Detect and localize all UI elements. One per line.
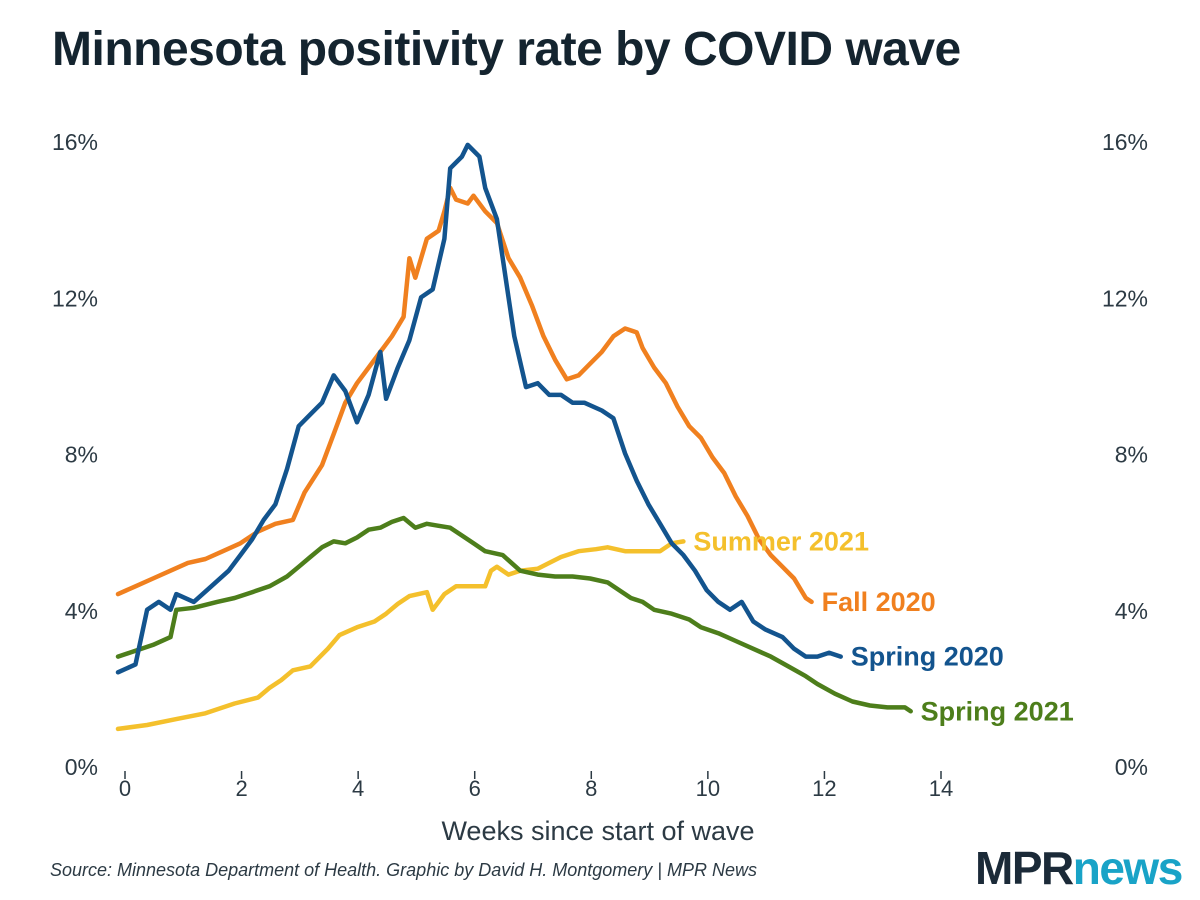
- y-tick-label-left: 0%: [65, 754, 98, 780]
- y-tick-label-right: 12%: [1102, 285, 1148, 311]
- y-tick-label-left: 8%: [65, 442, 98, 468]
- x-axis-label: Weeks since start of wave: [441, 816, 754, 846]
- series-labels: Summer 2021 Fall 2020 Spring 2020 Spring 20…: [693, 526, 1073, 726]
- x-tick-label: 12: [812, 776, 836, 801]
- x-tick-label: 8: [585, 776, 597, 801]
- x-tick-label: 14: [929, 776, 953, 801]
- y-tick-label-left: 4%: [65, 598, 98, 624]
- series-line-fall-2020: [115, 185, 814, 605]
- logo-mpr: MPR: [975, 842, 1074, 894]
- y-tick-label-right: 8%: [1115, 442, 1148, 468]
- x-tick-label: 6: [469, 776, 481, 801]
- series-line-summer-2021: [115, 539, 686, 732]
- series-line-spring-2020: [115, 142, 843, 675]
- series-line-spring-2021: [115, 515, 913, 714]
- x-tick-label: 2: [235, 776, 247, 801]
- y-tick-label-right: 16%: [1102, 129, 1148, 155]
- y-tick-label-right: 4%: [1115, 598, 1148, 624]
- logo-news: news: [1072, 842, 1184, 894]
- y-tick-label-left: 16%: [52, 129, 98, 155]
- x-tick-label: 4: [352, 776, 364, 801]
- y-axis-left: 0% 4% 8% 12% 16%: [52, 129, 98, 780]
- source-note: Source: Minnesota Department of Health. …: [50, 860, 757, 880]
- series-layer: [115, 142, 913, 732]
- mpr-news-logo: MPRnews: [975, 842, 1184, 894]
- x-tick-label: 0: [119, 776, 131, 801]
- series-end-label-spring-2020: Spring 2020: [851, 642, 1004, 672]
- y-axis-right: 0% 4% 8% 12% 16%: [1102, 129, 1148, 780]
- y-tick-label-right: 0%: [1115, 754, 1148, 780]
- x-axis: 0 2 4 6 8 10 12 14: [119, 771, 953, 801]
- y-tick-label-left: 12%: [52, 285, 98, 311]
- x-tick-label: 10: [696, 776, 720, 801]
- series-end-label-summer-2021: Summer 2021: [693, 526, 869, 556]
- series-end-label-fall-2020: Fall 2020: [822, 587, 936, 617]
- chart-title: Minnesota positivity rate by COVID wave: [52, 23, 961, 76]
- series-end-label-spring-2021: Spring 2021: [921, 696, 1074, 726]
